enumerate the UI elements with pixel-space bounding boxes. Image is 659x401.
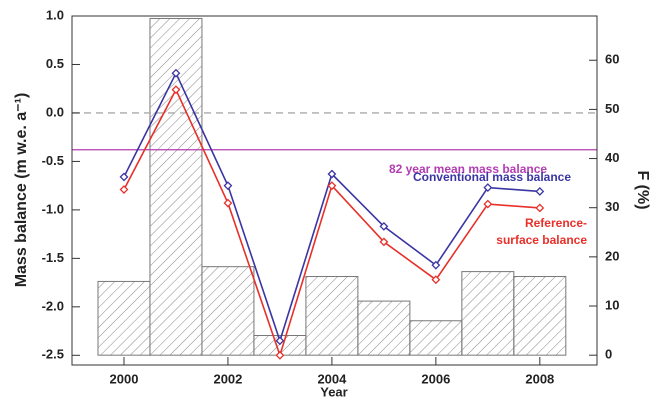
series-label: surface balance — [496, 233, 587, 247]
bar — [461, 271, 515, 356]
marker — [535, 187, 545, 196]
bar — [357, 300, 411, 356]
y-tick-label: -1.5 — [42, 250, 64, 265]
x-axis-label: Year — [320, 384, 347, 399]
series-label: Conventional mass balance — [413, 170, 571, 184]
bar — [513, 276, 567, 356]
y2-tick-label: 20 — [605, 248, 619, 263]
x-tick-label: 2006 — [421, 371, 450, 386]
marker — [327, 181, 337, 191]
y2-tick-label: 60 — [605, 52, 619, 67]
x-tick-label: 2002 — [213, 371, 242, 386]
marker — [431, 275, 441, 285]
plot-frame — [71, 15, 598, 366]
bar — [201, 266, 255, 356]
y2-tick-label: 30 — [605, 199, 619, 214]
y2-tick-label: 50 — [605, 101, 619, 116]
marker — [431, 260, 441, 270]
x-tick-label: 2004 — [317, 371, 347, 386]
y-axis-label: Mass balance (m w.e. a⁻¹) — [13, 93, 30, 288]
marker — [379, 221, 389, 231]
y2-tick-label: 0 — [605, 347, 612, 362]
marker — [223, 181, 233, 191]
marker — [119, 185, 129, 194]
marker — [275, 336, 285, 346]
y-tick-label: -2.5 — [42, 347, 64, 362]
bar — [305, 276, 359, 356]
marker — [535, 203, 545, 213]
marker — [483, 183, 493, 193]
marker — [483, 199, 493, 209]
y-tick-label: -0.5 — [42, 153, 64, 168]
series-label: Reference- — [525, 216, 587, 230]
y2-axis-label: F (%) — [634, 170, 651, 209]
x-tick-label: 2008 — [525, 371, 554, 386]
marker — [171, 85, 181, 95]
x-tick-label: 2000 — [110, 371, 139, 386]
marker — [119, 172, 129, 182]
bar — [97, 280, 151, 356]
y2-tick-label: 10 — [605, 297, 619, 312]
marker — [171, 68, 181, 78]
marker — [379, 237, 389, 247]
y-tick-label: 0.0 — [46, 104, 64, 119]
y-tick-label: -2.0 — [42, 298, 64, 313]
y-tick-label: -1.0 — [42, 201, 64, 216]
reference-label: 82 year mean mass balance — [389, 162, 547, 176]
marker — [275, 350, 285, 360]
marker — [327, 169, 337, 179]
y-tick-label: 0.5 — [46, 56, 64, 71]
y2-tick-label: 40 — [605, 150, 619, 165]
bar — [409, 320, 463, 356]
marker — [223, 198, 233, 208]
y-tick-label: 1.0 — [46, 7, 64, 22]
